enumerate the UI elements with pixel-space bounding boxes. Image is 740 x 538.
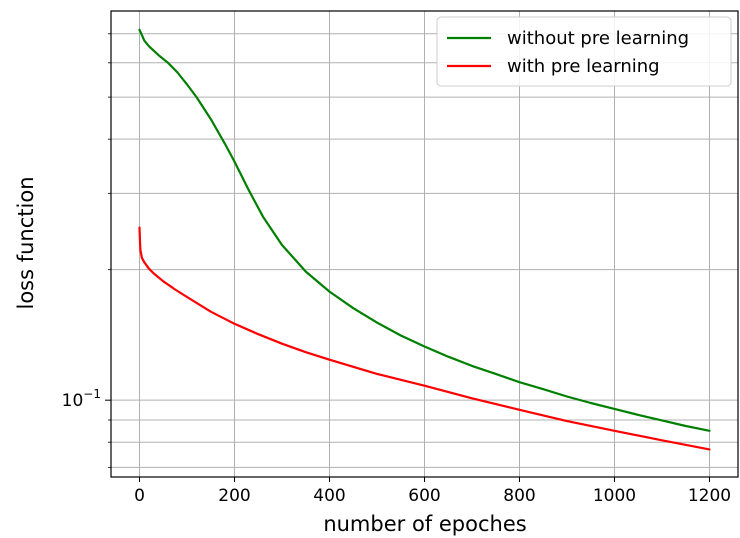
- x-tick-label: 1000: [593, 486, 636, 506]
- tick-labels: 0 200 400 600 800 1000 1200 10−1: [62, 387, 731, 506]
- series-line-without-pre-learning: [138, 28, 711, 432]
- legend-label-with: with pre learning: [507, 56, 660, 77]
- x-tick-label: 800: [503, 486, 535, 506]
- legend: without pre learning with pre learning: [436, 16, 732, 87]
- series-lines: [138, 28, 711, 451]
- legend-box: [436, 16, 732, 87]
- legend-label-without: without pre learning: [507, 28, 689, 49]
- axis-ticks: [105, 33, 710, 482]
- x-axis-label: number of epoches: [323, 512, 526, 536]
- x-tick-label: 0: [134, 486, 145, 506]
- y-axis-label: loss function: [14, 176, 38, 309]
- x-tick-label: 1200: [688, 486, 731, 506]
- x-tick-label: 600: [408, 486, 440, 506]
- plot-frame: [110, 10, 739, 478]
- grid-lines: [111, 11, 738, 477]
- series-line-with-pre-learning: [138, 226, 711, 451]
- x-tick-label: 400: [313, 486, 345, 506]
- y-tick-label: 10−1: [62, 387, 101, 411]
- x-tick-label: 200: [218, 486, 250, 506]
